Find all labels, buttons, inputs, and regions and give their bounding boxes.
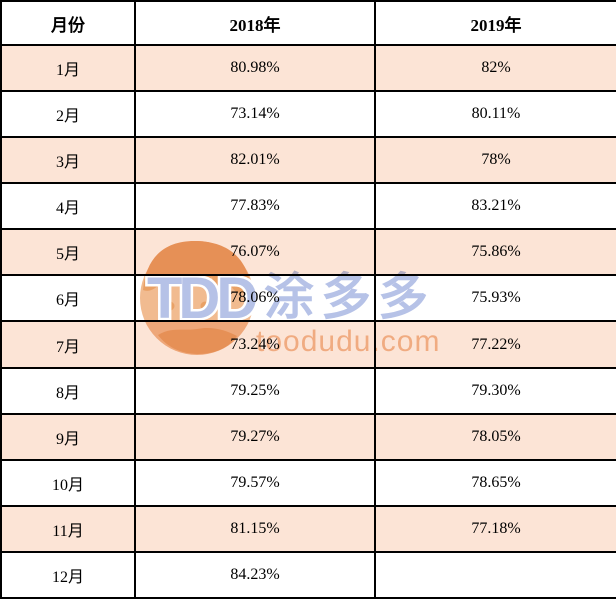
table-body: 1月 80.98% 82% 2月 73.14% 80.11% 3月 82.01% 78% 4月 77… (0, 43, 616, 599)
table-row: 2月 73.14% 80.11% (0, 90, 616, 139)
value-2019-cell: 82% (374, 43, 616, 93)
table-row: 8月 79.25% 79.30% (0, 366, 616, 415)
col-header-2018: 2018年 (134, 0, 376, 46)
table-row: 10月 79.57% 78.65% (0, 458, 616, 507)
value-2019-cell: 80.11% (374, 90, 616, 139)
table-row: 3月 82.01% 78% (0, 136, 616, 185)
month-cell: 10月 (0, 458, 136, 507)
value-2018-cell: 77.83% (134, 182, 376, 231)
table-row: 1月 80.98% 82% (0, 43, 616, 93)
col-header-2019: 2019年 (374, 0, 616, 46)
value-2018-cell: 80.98% (134, 43, 376, 93)
value-2019-cell: 79.30% (374, 366, 616, 415)
value-2018-cell: 79.57% (134, 458, 376, 507)
value-2018-cell: 79.25% (134, 366, 376, 415)
col-header-month: 月份 (0, 0, 136, 46)
month-cell: 4月 (0, 182, 136, 231)
month-cell: 3月 (0, 136, 136, 185)
value-2018-cell: 84.23% (134, 550, 376, 599)
month-cell: 6月 (0, 274, 136, 323)
month-cell: 1月 (0, 43, 136, 93)
month-cell: 7月 (0, 320, 136, 369)
table-row: 7月 73.24% 77.22% (0, 320, 616, 369)
value-2018-cell: 73.24% (134, 320, 376, 369)
month-cell: 2月 (0, 90, 136, 139)
table-row: 11月 81.15% 77.18% (0, 504, 616, 553)
table-header: 月份 2018年 2019年 (0, 0, 616, 46)
table-row: 5月 76.07% 75.86% (0, 228, 616, 277)
month-cell: 11月 (0, 504, 136, 553)
value-2019-cell: 77.18% (374, 504, 616, 553)
value-2019-cell: 78.65% (374, 458, 616, 507)
value-2019-cell: 83.21% (374, 182, 616, 231)
value-2018-cell: 76.07% (134, 228, 376, 277)
value-2018-cell: 81.15% (134, 504, 376, 553)
month-cell: 5月 (0, 228, 136, 277)
month-cell: 12月 (0, 550, 136, 599)
value-2019-cell: 78% (374, 136, 616, 185)
value-2019-cell: 77.22% (374, 320, 616, 369)
table-row: 12月 84.23% (0, 550, 616, 599)
table-row: 9月 79.27% 78.05% (0, 412, 616, 461)
value-2018-cell: 82.01% (134, 136, 376, 185)
month-cell: 9月 (0, 412, 136, 461)
value-2018-cell: 73.14% (134, 90, 376, 139)
month-cell: 8月 (0, 366, 136, 415)
table-row: 6月 78.06% 75.93% (0, 274, 616, 323)
table-row: 4月 77.83% 83.21% (0, 182, 616, 231)
value-2018-cell: 79.27% (134, 412, 376, 461)
value-2019-cell (374, 550, 616, 599)
header-row: 月份 2018年 2019年 (0, 0, 616, 46)
value-2018-cell: 78.06% (134, 274, 376, 323)
value-2019-cell: 75.86% (374, 228, 616, 277)
value-2019-cell: 75.93% (374, 274, 616, 323)
value-2019-cell: 78.05% (374, 412, 616, 461)
